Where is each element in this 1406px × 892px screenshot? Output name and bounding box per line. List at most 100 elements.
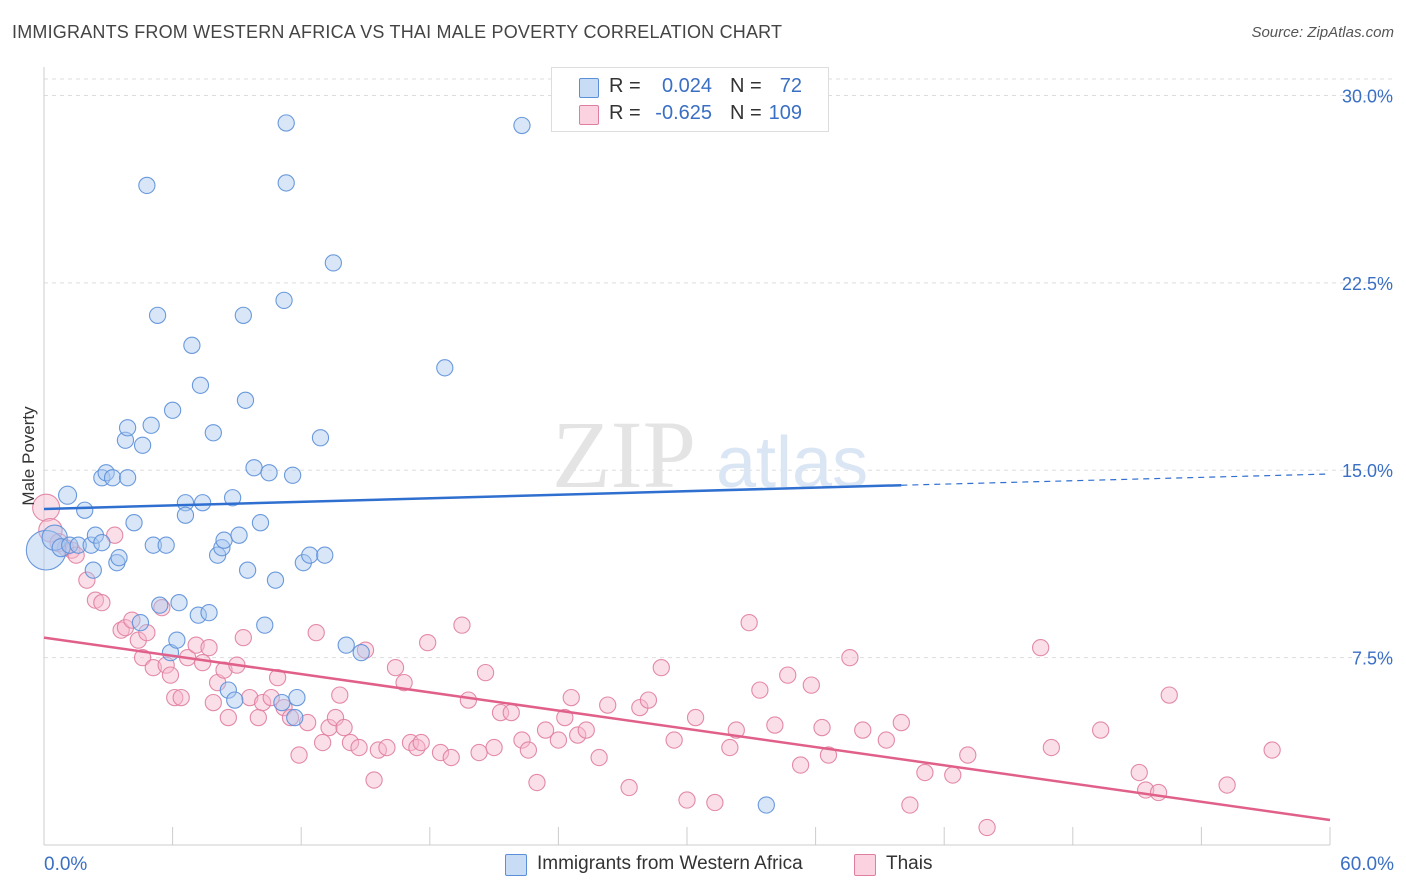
point-thais: [1032, 638, 1050, 657]
point-thais: [290, 746, 308, 764]
trend-line-western-africa-extension: [901, 473, 1331, 486]
point-thais: [476, 663, 495, 682]
point-thais: [665, 731, 683, 749]
point-thais: [378, 738, 396, 757]
point-thais: [639, 691, 658, 709]
point-western-africa: [288, 688, 306, 707]
point-western-africa: [204, 424, 222, 442]
point-thais: [1218, 776, 1236, 794]
point-western-africa: [230, 526, 248, 544]
y-tick-label: 15.0%: [1342, 461, 1393, 481]
point-western-africa: [311, 429, 330, 447]
point-thais: [1263, 741, 1281, 759]
point-western-africa: [316, 546, 334, 564]
point-thais: [419, 633, 437, 652]
point-thais: [204, 693, 222, 712]
point-thais: [78, 571, 96, 589]
point-western-africa: [176, 494, 195, 512]
point-thais: [133, 648, 152, 667]
point-thais: [193, 653, 212, 672]
point-western-africa: [215, 531, 233, 549]
point-thais: [678, 791, 696, 809]
y-tick-label: 30.0%: [1342, 86, 1393, 106]
point-thais: [320, 718, 338, 737]
point-thais: [519, 741, 538, 759]
point-western-africa: [151, 596, 169, 614]
point-western-africa: [118, 419, 137, 437]
stats-row-western-africa: R = 0.024 N = 72: [552, 74, 828, 100]
point-thais: [1149, 783, 1168, 802]
point-thais: [916, 763, 934, 782]
point-western-africa: [82, 536, 100, 554]
point-western-africa: [219, 681, 237, 699]
point-thais: [106, 526, 124, 544]
point-thais: [262, 688, 280, 707]
point-western-africa: [189, 606, 207, 624]
point-thais: [350, 738, 368, 757]
point-thais: [253, 693, 272, 712]
point-thais: [249, 708, 267, 727]
point-western-africa: [191, 376, 210, 394]
point-thais: [959, 746, 977, 764]
point-thais: [577, 721, 595, 739]
point-western-africa: [324, 254, 343, 272]
point-western-africa: [236, 391, 255, 409]
point-western-africa: [176, 506, 195, 524]
n-value: 72: [779, 75, 802, 97]
point-thais: [892, 713, 910, 732]
point-thais: [281, 708, 300, 727]
watermark-zip: ZIP: [552, 401, 696, 508]
r-value: 0.024: [661, 75, 712, 97]
point-thais: [341, 733, 360, 752]
point-western-africa: [266, 571, 285, 589]
point-western-africa: [251, 514, 270, 532]
point-thais: [298, 713, 317, 732]
point-western-africa: [200, 604, 218, 622]
legend-swatch-blue: [505, 854, 527, 876]
point-thais: [241, 688, 259, 707]
watermark: ZIP atlas: [552, 401, 868, 508]
point-western-africa: [277, 114, 295, 132]
point-western-africa: [103, 469, 122, 487]
r-value: -0.625: [655, 102, 712, 124]
point-western-africa: [301, 546, 319, 564]
point-western-africa: [352, 643, 370, 662]
point-thais: [791, 756, 810, 774]
x-tick-label-max: 60.0%: [1340, 854, 1394, 875]
point-western-africa: [226, 691, 244, 709]
point-western-africa: [757, 796, 775, 814]
legend-swatch-blue: [579, 78, 599, 98]
stats-legend: R = 0.024 N = 72 R = -0.625 N = 109: [551, 67, 829, 132]
point-thais: [313, 733, 332, 752]
point-thais: [740, 613, 758, 632]
point-western-africa: [125, 514, 143, 532]
watermark-atlas: atlas: [716, 423, 868, 503]
legend-label: Thais: [886, 853, 933, 874]
point-thais: [536, 721, 555, 739]
point-western-africa: [275, 291, 293, 310]
point-thais: [187, 636, 205, 654]
n-value: 109: [768, 102, 802, 124]
series-legend: Immigrants from Western Africa Thais: [0, 852, 1406, 878]
point-thais: [153, 599, 171, 617]
point-western-africa: [157, 536, 175, 554]
point-thais: [1092, 721, 1110, 739]
chart-title: IMMIGRANTS FROM WESTERN AFRICA VS THAI M…: [12, 22, 783, 42]
point-western-africa: [116, 431, 135, 449]
y-axis-label: Male Poverty: [19, 406, 38, 506]
r-label: R =: [609, 75, 641, 97]
point-thais: [877, 731, 895, 749]
point-thais: [234, 628, 252, 647]
point-western-africa: [337, 636, 355, 654]
point-western-africa: [223, 489, 242, 507]
y-tick-label: 22.5%: [1342, 274, 1393, 294]
x-tick-label-min: 0.0%: [44, 854, 87, 875]
r-label: R =: [609, 102, 641, 124]
point-thais: [766, 716, 784, 734]
trend-line-western-africa: [43, 483, 902, 511]
point-thais: [978, 818, 996, 837]
y-tick-labels: 7.5% 15.0% 22.5% 30.0%: [1342, 86, 1393, 668]
point-thais: [1160, 686, 1178, 704]
point-thais: [386, 658, 405, 677]
point-western-africa: [148, 306, 167, 324]
